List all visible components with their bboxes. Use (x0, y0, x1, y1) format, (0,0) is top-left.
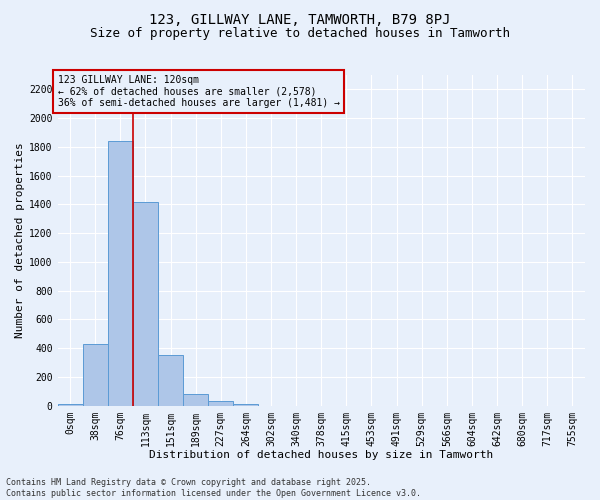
Bar (208, 400, 233, 406)
Bar (183, 394, 208, 406)
Text: 123, GILLWAY LANE, TAMWORTH, B79 8PJ: 123, GILLWAY LANE, TAMWORTH, B79 8PJ (149, 12, 451, 26)
Text: Size of property relative to detached houses in Tamworth: Size of property relative to detached ho… (90, 28, 510, 40)
Text: Contains HM Land Registry data © Crown copyright and database right 2025.
Contai: Contains HM Land Registry data © Crown c… (6, 478, 421, 498)
Y-axis label: Number of detached properties: Number of detached properties (15, 142, 25, 338)
Bar (133, 202, 158, 406)
Bar (233, 404, 259, 406)
X-axis label: Distribution of detached houses by size in Tamworth: Distribution of detached houses by size … (149, 450, 493, 460)
Bar (108, 141, 133, 406)
Text: 123 GILLWAY LANE: 120sqm
← 62% of detached houses are smaller (2,578)
36% of sem: 123 GILLWAY LANE: 120sqm ← 62% of detach… (58, 75, 340, 108)
Bar (83, 344, 108, 406)
Bar (58, 404, 83, 406)
Bar (158, 354, 183, 406)
